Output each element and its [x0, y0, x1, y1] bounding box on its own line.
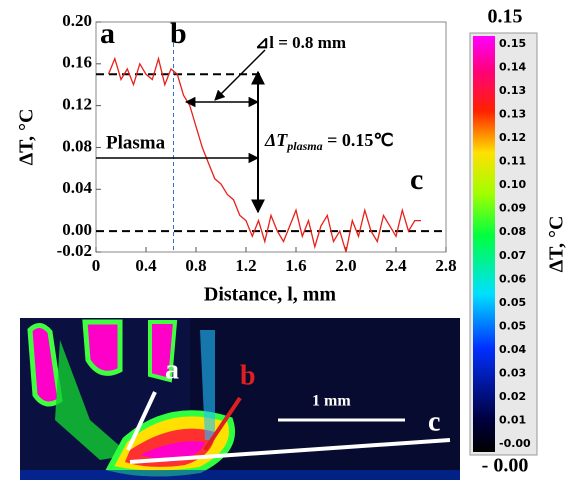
x-tick-label: 0	[92, 256, 101, 275]
colorbar-tick-label: -0.00	[499, 437, 531, 450]
colorbar-tick-label: 0.09	[499, 202, 526, 215]
colorbar-tick-label: 0.06	[499, 272, 526, 285]
delta-part: ΔT	[264, 130, 288, 150]
colorbar-tick-label: 0.15	[499, 37, 526, 50]
annotation: Plasma	[106, 132, 166, 153]
colorbar-tick-label: 0.03	[499, 366, 526, 379]
annotation: ⊿l = 0.8 mm	[255, 33, 346, 52]
x-tick-label: 1.6	[285, 256, 306, 275]
annotation: b	[170, 17, 187, 50]
y-tick-label: 0.16	[62, 53, 92, 72]
colorbar-tick-label: 0.02	[499, 390, 526, 403]
annotation: a	[100, 17, 115, 50]
colorbar-bottom: - 0.00	[482, 455, 529, 477]
colorbar-tick-label: 0.10	[499, 178, 526, 191]
y-axis-label: ΔT, °C	[16, 109, 38, 166]
image-label: a	[165, 354, 179, 385]
image-label: c	[428, 406, 440, 437]
colorbar-top: 0.15	[488, 6, 523, 28]
colorbar	[473, 36, 495, 452]
x-tick-label: 1.2	[235, 256, 256, 275]
colorbar-tick-label: 0.01	[499, 413, 526, 426]
colorbar-tick-label: 0.05	[499, 296, 526, 309]
x-tick-label: 2.4	[385, 256, 407, 275]
thermal-image	[20, 318, 460, 480]
x-axis-label: Distance, l, mm	[204, 284, 337, 306]
figure: Distance, l, mm ΔT, °C a b c Plasma ⊿l =…	[0, 0, 573, 482]
delta-label: ΔTplasma = 0.15℃	[264, 130, 394, 153]
colorbar-tick-label: 0.12	[499, 131, 526, 144]
colorbar-tick-label: 0.04	[499, 343, 526, 356]
y-tick-label: 0.20	[62, 11, 92, 30]
y-tick-label: 0.04	[62, 178, 92, 197]
delta-part: plasma	[286, 139, 322, 153]
colorbar-tick-label: 0.11	[499, 155, 526, 168]
colorbar-tick-label: 0.08	[499, 225, 526, 238]
annotation: c	[410, 163, 423, 196]
x-tick-label: 0.8	[185, 256, 206, 275]
colorbar-tick-label: 0.07	[499, 249, 526, 262]
colorbar-tick-label: 0.13	[499, 108, 526, 121]
y-tick-label: -0.02	[57, 241, 92, 260]
delta-part: = 0.15℃	[323, 130, 394, 150]
x-tick-label: 2.8	[435, 256, 456, 275]
colorbar-label: ΔT, °C	[546, 216, 568, 273]
colorbar-tick-label: 0.14	[499, 61, 526, 74]
x-tick-label: 0.4	[135, 256, 157, 275]
y-tick-label: 0.12	[62, 95, 92, 114]
image-label: b	[240, 360, 256, 391]
y-tick-label: 0.08	[62, 136, 92, 155]
colorbar-tick-label: 0.05	[499, 319, 526, 332]
y-tick-label: 0.00	[62, 220, 92, 239]
colorbar-tick-label: 0.13	[499, 84, 526, 97]
image-label: 1 mm	[312, 393, 351, 410]
x-tick-label: 2.0	[335, 256, 356, 275]
